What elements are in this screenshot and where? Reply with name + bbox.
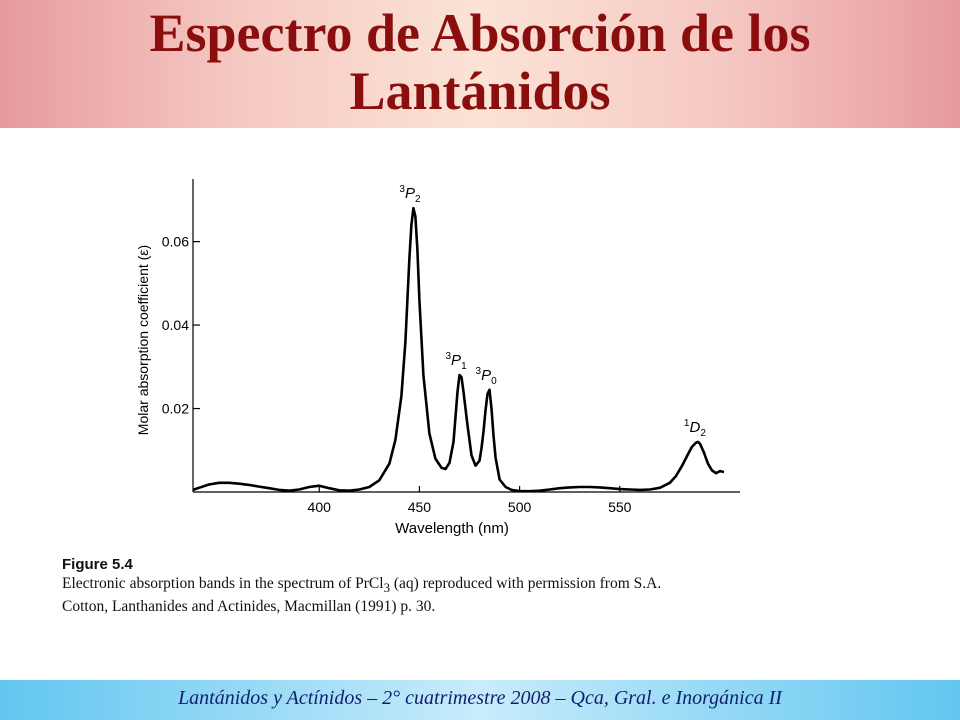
title-banner: Espectro de Absorción de los Lantánidos [0,0,960,128]
y-axis-label: Molar absorption coefficient (ε) [135,245,151,435]
slide-title-line1: Espectro de Absorción de los [149,3,811,63]
chart-axes [192,179,740,493]
y-tick-label: 0.04 [162,317,189,333]
spectrum-line [192,206,725,493]
peak-label: 3P1 [445,351,467,372]
figure-caption: Figure 5.4 Electronic absorption bands i… [62,555,842,616]
slide-title-line2: Lantánidos [349,61,611,121]
x-tick-label: 550 [608,499,632,515]
peak-label-sup: 3 [476,366,482,377]
peak-label: 3P2 [399,184,421,205]
peak-label-sub: 1 [461,361,467,372]
caption-line1-sub: 3 [383,580,391,596]
slide-title: Espectro de Absorción de los Lantánidos [0,0,960,120]
footer-text: Lantánidos y Actínidos – 2° cuatrimestre… [178,687,782,709]
peak-label-sub: 0 [491,376,497,387]
peak-label-sub: 2 [415,194,421,205]
peak-label-term: P [481,367,491,384]
peak-label-sub: 2 [700,428,706,439]
x-tick-label: 500 [508,499,532,515]
peak-label: 3P0 [476,366,498,387]
peak-label-term: P [451,352,461,369]
x-axis-label: Wavelength (nm) [395,520,509,537]
footer-banner: Lantánidos y Actínidos – 2° cuatrimestre… [0,680,960,720]
caption-line1-pre: Electronic absorption bands in the spect… [62,575,384,592]
peak-label: 1D2 [684,418,706,439]
peak-label-term: D [689,419,700,436]
peak-label-sup: 3 [445,351,451,362]
y-tick-label: 0.06 [162,234,189,250]
caption-line2: Cotton, Lanthanides and Actinides, Macmi… [62,598,436,616]
chart-ticks: 400 450 500 550 0.02 0.04 0.06 [162,234,632,515]
peak-label-term: P [405,185,415,202]
figure-label: Figure 5.4 [62,556,133,573]
x-tick-label: 400 [308,499,332,515]
caption-line1: Electronic absorption bands in the spect… [62,574,842,597]
caption-line1-post: (aq) reproduced with permission from S.A… [390,575,662,592]
y-tick-label: 0.02 [162,401,189,417]
peak-label-sup: 3 [399,184,405,195]
x-tick-label: 450 [408,499,432,515]
peak-label-sup: 1 [684,418,690,429]
